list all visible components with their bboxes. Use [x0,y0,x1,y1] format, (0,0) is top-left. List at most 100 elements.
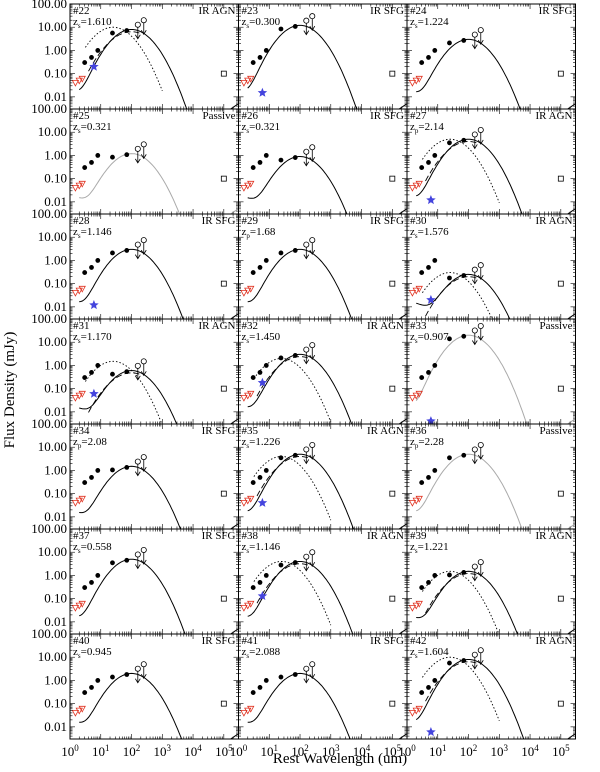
upper-limit-marker [309,549,316,556]
xray-triangle [78,705,86,713]
xray-triangle [415,75,423,83]
y-tick-label: 0.01 [44,614,67,629]
radio-square [389,70,396,77]
y-axis-label: Flux Density (mJy) [2,332,18,449]
photometry-point [447,140,452,146]
photometry-point [419,690,425,695]
sed-panel: #39 IR AGN zs=1.221 [406,528,576,635]
photometry-point [257,160,263,165]
photometry-point [426,265,431,270]
xray-triangle [408,289,417,297]
photometry-point [95,573,101,578]
total-model-curve [247,561,407,634]
x-tick-label: 101 [261,743,279,759]
radio-square [389,595,396,602]
y-tick-label: 100.00 [31,206,67,221]
panel-redshift: zs=1.610 [73,16,112,30]
photometry-point [250,165,256,170]
panel-redshift: zs=1.146 [242,541,281,555]
upper-limit-marker [471,651,478,658]
x-tick-label: 100 [398,743,416,759]
x-tick-label: 103 [154,743,172,759]
x-tick-label: 105 [215,743,233,759]
y-tick-label: 1.00 [44,462,67,477]
radio-square [389,700,396,707]
panel-class: IR AGN [536,635,573,647]
upper-limit-marker [134,362,141,369]
total-model-curve [79,558,239,634]
photometry-point [426,55,431,60]
xray-triangle [71,709,80,717]
photometry-point [82,480,88,485]
photometry-point [250,480,256,485]
panel-id: #36 [410,425,427,437]
y-tick-label: 10.00 [38,124,67,139]
star-marker [257,591,268,600]
upper-limit-marker [477,559,484,566]
panel-redshift: zp=2.08 [73,436,107,450]
y-tick-label: 1.00 [44,147,67,162]
photometry-point [257,370,263,375]
panel-redshift: zs=0.907 [410,331,449,345]
total-model-curve [415,334,576,424]
upper-limit-marker [477,27,484,34]
xray-triangle [75,182,83,190]
xray-triangle [408,184,417,192]
total-model-curve [247,453,407,529]
panel-frame [406,633,576,740]
panel-class: Passive [540,425,573,437]
panel-class: IR AGN [199,320,236,332]
photometry-point [95,258,101,263]
star-marker [89,61,99,71]
photometry-point [419,270,425,275]
xray-triangle [244,287,252,295]
xray-triangle [240,709,248,717]
photometry-point [263,153,269,158]
panel-id: #22 [73,5,90,17]
upper-limit-marker [140,661,147,668]
radio-square [220,700,227,707]
xray-triangle [240,394,248,402]
upper-limit-marker [303,665,310,672]
xray-triangle [78,600,86,608]
x-axis-label: Rest Wavelength (um) [273,751,407,767]
photometry-point [292,24,298,29]
panel-class: IR SFG [539,5,573,17]
upper-limit-marker [471,31,478,38]
photometry-point [82,270,88,275]
agn-component-curve [422,656,500,722]
upper-limit-marker [477,322,484,329]
radio-square [557,175,564,182]
total-model-curve [79,248,239,319]
xray-triangle [240,289,248,297]
panel-redshift: zs=2.088 [242,646,281,660]
y-tick-label: 1.00 [44,567,67,582]
radio-square [220,490,227,497]
photometry-point [124,557,130,563]
photometry-point [124,248,130,253]
panel-redshift: zs=1.604 [410,646,449,660]
photometry-point [250,375,256,380]
photometry-point [278,674,284,680]
y-tick-label: 0.01 [44,194,67,209]
photometry-point [250,270,256,275]
panel-redshift: zp=1.68 [242,226,276,240]
y-tick-label: 0.10 [44,486,67,501]
panel-redshift: zs=1.226 [242,436,281,450]
panel-redshift: zp=2.28 [410,436,444,450]
photometry-point [461,333,467,339]
upper-limit-marker [309,144,316,151]
sf-component-curve [256,456,310,497]
photometry-point [419,165,425,170]
radio-square [220,595,227,602]
total-model-curve [247,24,407,109]
xray-triangle [78,75,86,83]
photometry-point [432,153,438,158]
upper-limit-marker [477,126,484,133]
total-model-curve [416,138,576,214]
panel-redshift: zs=1.576 [410,226,449,240]
y-tick-label: 0.10 [44,696,67,711]
panel-class: IR SFG [370,110,404,122]
photometry-point [124,672,130,677]
